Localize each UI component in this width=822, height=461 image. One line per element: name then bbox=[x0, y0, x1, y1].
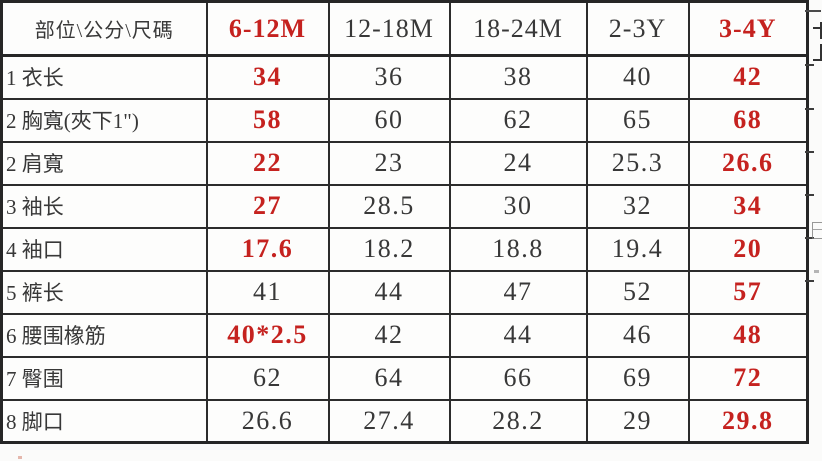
size-header: 6-12M bbox=[205, 0, 330, 57]
value-cell: 17.6 bbox=[205, 226, 330, 272]
row-label-cell: 8 脚口 bbox=[0, 398, 208, 444]
row-line-tick bbox=[805, 151, 814, 153]
value-cell: 38 bbox=[448, 54, 588, 100]
value-cell: 28.2 bbox=[448, 398, 588, 444]
table-row: 2 肩寬 22 23 24 25.3 26.6 bbox=[0, 140, 809, 186]
value-cell: 47 bbox=[448, 269, 588, 315]
value-cell: 32 bbox=[585, 183, 690, 229]
table-row: 2 胸寬(夾下1") 58 60 62 65 68 bbox=[0, 97, 809, 143]
row-label-cell: 7 臀围 bbox=[0, 355, 208, 401]
value-cell: 25.3 bbox=[585, 140, 690, 186]
value-cell: 20 bbox=[687, 226, 809, 272]
value-cell: 72 bbox=[687, 355, 809, 401]
value-cell: 58 bbox=[205, 97, 330, 143]
table-row: 3 袖长 27 28.5 30 32 34 bbox=[0, 183, 809, 229]
header-row: 部位\公分\尺碼 6-12M 12-18M 18-24M 2-3Y 3-4Y bbox=[0, 0, 809, 57]
value-cell: 62 bbox=[448, 97, 588, 143]
value-cell: 42 bbox=[687, 54, 809, 100]
table-row: 8 脚口 26.6 27.4 28.2 29 29.8 bbox=[0, 398, 809, 444]
value-cell: 19.4 bbox=[585, 226, 690, 272]
value-cell: 27.4 bbox=[327, 398, 451, 444]
row-line-tick bbox=[805, 64, 814, 66]
value-cell: 69 bbox=[585, 355, 690, 401]
table-row: 4 袖口 17.6 18.2 18.8 19.4 20 bbox=[0, 226, 809, 272]
value-cell: 30 bbox=[448, 183, 588, 229]
value-cell: 64 bbox=[327, 355, 451, 401]
value-cell: 22 bbox=[205, 140, 330, 186]
row-line-tick bbox=[805, 237, 814, 239]
row-label-cell: 6 腰围橡筋 bbox=[0, 312, 208, 358]
row-label-cell: 5 裤长 bbox=[0, 269, 208, 315]
value-cell: 44 bbox=[327, 269, 451, 315]
clipped-text-fragment bbox=[813, 44, 822, 61]
table-row: 7 臀围 62 64 66 69 72 bbox=[0, 355, 809, 401]
value-cell: 18.2 bbox=[327, 226, 451, 272]
value-cell: 41 bbox=[205, 269, 330, 315]
clipped-text-fragment bbox=[812, 222, 822, 239]
clipped-text-fragment bbox=[814, 270, 819, 273]
row-line-tick bbox=[805, 280, 814, 282]
row-label-cell: 2 胸寬(夾下1") bbox=[0, 97, 208, 143]
value-cell: 52 bbox=[585, 269, 690, 315]
value-cell: 28.5 bbox=[327, 183, 451, 229]
value-cell: 23 bbox=[327, 140, 451, 186]
value-cell: 36 bbox=[327, 54, 451, 100]
row-label-cell: 2 肩寬 bbox=[0, 140, 208, 186]
value-cell: 26.6 bbox=[205, 398, 330, 444]
row-label-cell: 1 衣长 bbox=[0, 54, 208, 100]
value-cell: 27 bbox=[205, 183, 330, 229]
size-chart-table: 部位\公分\尺碼 6-12M 12-18M 18-24M 2-3Y 3-4Y 1… bbox=[0, 0, 809, 444]
artifact-speck bbox=[18, 456, 22, 459]
size-header: 18-24M bbox=[448, 0, 588, 57]
corner-header-cell: 部位\公分\尺碼 bbox=[0, 0, 208, 57]
value-cell: 34 bbox=[687, 183, 809, 229]
value-cell: 60 bbox=[327, 97, 451, 143]
table-top-border-fragment bbox=[805, 10, 821, 12]
size-header: 3-4Y bbox=[687, 0, 809, 57]
row-line-tick bbox=[805, 108, 814, 110]
table-row: 1 衣长 34 36 38 40 42 bbox=[0, 54, 809, 100]
value-cell: 34 bbox=[205, 54, 330, 100]
value-cell: 24 bbox=[448, 140, 588, 186]
size-header: 12-18M bbox=[327, 0, 451, 57]
value-cell: 18.8 bbox=[448, 226, 588, 272]
value-cell: 29.8 bbox=[687, 398, 809, 444]
size-header: 2-3Y bbox=[585, 0, 690, 57]
row-label-cell: 3 袖长 bbox=[0, 183, 208, 229]
value-cell: 44 bbox=[448, 312, 588, 358]
table-row: 5 裤长 41 44 47 52 57 bbox=[0, 269, 809, 315]
table-row: 6 腰围橡筋 40*2.5 42 44 46 48 bbox=[0, 312, 809, 358]
value-cell: 48 bbox=[687, 312, 809, 358]
value-cell: 40 bbox=[585, 54, 690, 100]
value-cell: 40*2.5 bbox=[205, 312, 330, 358]
row-line-tick bbox=[805, 194, 814, 196]
value-cell: 68 bbox=[687, 97, 809, 143]
value-cell: 46 bbox=[585, 312, 690, 358]
value-cell: 42 bbox=[327, 312, 451, 358]
table-body: 1 衣长 34 36 38 40 42 2 胸寬(夾下1") 58 60 62 65 68 2 肩寬 22… bbox=[0, 54, 809, 444]
row-label-cell: 4 袖口 bbox=[0, 226, 208, 272]
clipped-text-fragment bbox=[813, 22, 822, 39]
value-cell: 29 bbox=[585, 398, 690, 444]
value-cell: 26.6 bbox=[687, 140, 809, 186]
value-cell: 62 bbox=[205, 355, 330, 401]
value-cell: 65 bbox=[585, 97, 690, 143]
value-cell: 57 bbox=[687, 269, 809, 315]
value-cell: 66 bbox=[448, 355, 588, 401]
